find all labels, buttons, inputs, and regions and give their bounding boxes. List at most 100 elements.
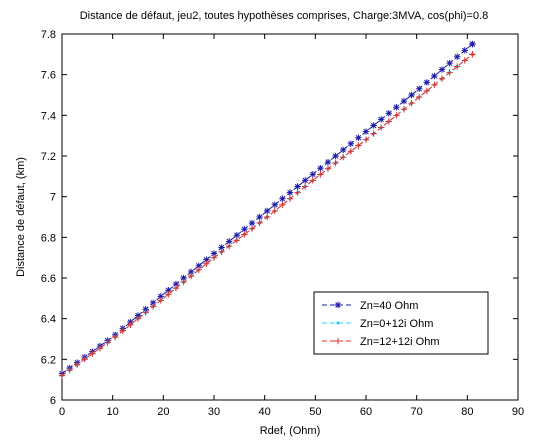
data-point (203, 256, 210, 263)
data-point (165, 291, 172, 298)
x-tick-label: 0 (59, 406, 65, 418)
data-point (81, 355, 88, 363)
data-point (226, 242, 233, 250)
y-tick-label: 7.4 (41, 110, 56, 122)
data-point (469, 40, 476, 48)
data-point (142, 309, 149, 316)
y-tick-label: 7.2 (41, 151, 56, 163)
data-point (469, 51, 476, 58)
x-tick-label: 80 (461, 406, 473, 418)
data-point (438, 66, 446, 73)
x-tick-label: 90 (512, 406, 524, 418)
data-point (446, 59, 453, 67)
data-point (423, 87, 430, 95)
data-point (408, 91, 415, 99)
data-point (446, 69, 453, 76)
data-point (150, 303, 157, 310)
data-point (416, 85, 423, 92)
x-tick-label: 60 (360, 406, 372, 418)
data-point (256, 219, 263, 227)
data-point (438, 75, 446, 82)
legend-label: Zn=40 Ohm (360, 300, 418, 312)
data-point (355, 134, 362, 141)
data-point (317, 165, 324, 172)
x-tick-label: 70 (411, 406, 423, 418)
data-point (370, 122, 377, 129)
data-point (347, 148, 354, 155)
data-point (58, 372, 66, 379)
x-tick-label: 50 (309, 406, 321, 418)
data-point (302, 177, 309, 184)
data-point (461, 47, 468, 54)
legend-marker (334, 337, 342, 345)
y-tick-label: 7.8 (41, 29, 56, 41)
data-point (157, 293, 164, 300)
data-point (332, 159, 339, 167)
data-point (340, 146, 347, 154)
chart-title: Distance de défaut, jeu2, toutes hypothè… (80, 10, 489, 22)
data-point (241, 226, 248, 233)
series-layer (58, 40, 476, 379)
data-point (286, 189, 294, 196)
data-point (454, 63, 461, 70)
y-tick-label: 6 (50, 395, 56, 407)
data-point (248, 225, 256, 232)
legend-entry: Zn=0+12i Ohm (322, 318, 433, 330)
data-point (355, 142, 362, 149)
series-3 (58, 51, 476, 379)
data-point (157, 297, 164, 304)
data-point (454, 53, 461, 60)
y-tick-label: 6.4 (41, 314, 56, 326)
data-point (264, 213, 271, 221)
data-point (89, 350, 96, 357)
data-point (172, 284, 180, 292)
data-point (400, 97, 408, 105)
data-point (134, 315, 142, 322)
x-tick-label: 30 (208, 406, 220, 418)
data-point (180, 278, 187, 286)
data-point (324, 158, 332, 166)
data-point (370, 130, 377, 137)
data-point (233, 237, 240, 244)
data-point (317, 171, 324, 178)
legend: Zn=40 Ohm Zn=0+12i Ohm Zn=12+12i Ohm (313, 291, 489, 355)
data-point (431, 72, 438, 80)
data-point (378, 116, 385, 123)
data-point (264, 207, 271, 215)
data-point (362, 128, 370, 135)
x-tick-label: 40 (259, 406, 271, 418)
legend-entry: Zn=12+12i Ohm (322, 336, 440, 348)
data-point (74, 361, 81, 368)
data-point (195, 266, 202, 274)
data-point (119, 327, 126, 335)
data-point (302, 183, 309, 190)
data-point (408, 99, 415, 107)
data-point (309, 171, 316, 178)
data-point (203, 260, 210, 267)
x-tick-label: 20 (157, 406, 169, 418)
data-point (294, 183, 301, 190)
legend-label: Zn=0+12i Ohm (360, 318, 433, 330)
data-point (340, 153, 347, 161)
data-point (218, 248, 225, 256)
data-point (279, 201, 286, 208)
data-point (385, 110, 392, 117)
series-1 (58, 40, 476, 377)
y-tick-label: 6.2 (41, 354, 56, 366)
data-point (347, 140, 354, 147)
data-point (210, 254, 218, 261)
legend-marker (334, 301, 342, 309)
data-point (248, 219, 256, 227)
data-point (127, 321, 134, 328)
axis-ticks: 0 10 20 30 40 50 60 70 80 90 6 6.2 6.4 6.6 6.8 7 7.2 7.4 7… (41, 29, 524, 418)
data-point (271, 207, 278, 215)
x-tick-label: 10 (107, 406, 119, 418)
legend-label: Zn=12+12i Ohm (360, 336, 440, 348)
data-point (416, 93, 423, 101)
y-axis-label: Distance de défaut, (km) (15, 157, 27, 277)
data-point (112, 333, 119, 341)
data-point (378, 124, 385, 131)
data-point (279, 195, 286, 202)
data-point (188, 272, 195, 280)
